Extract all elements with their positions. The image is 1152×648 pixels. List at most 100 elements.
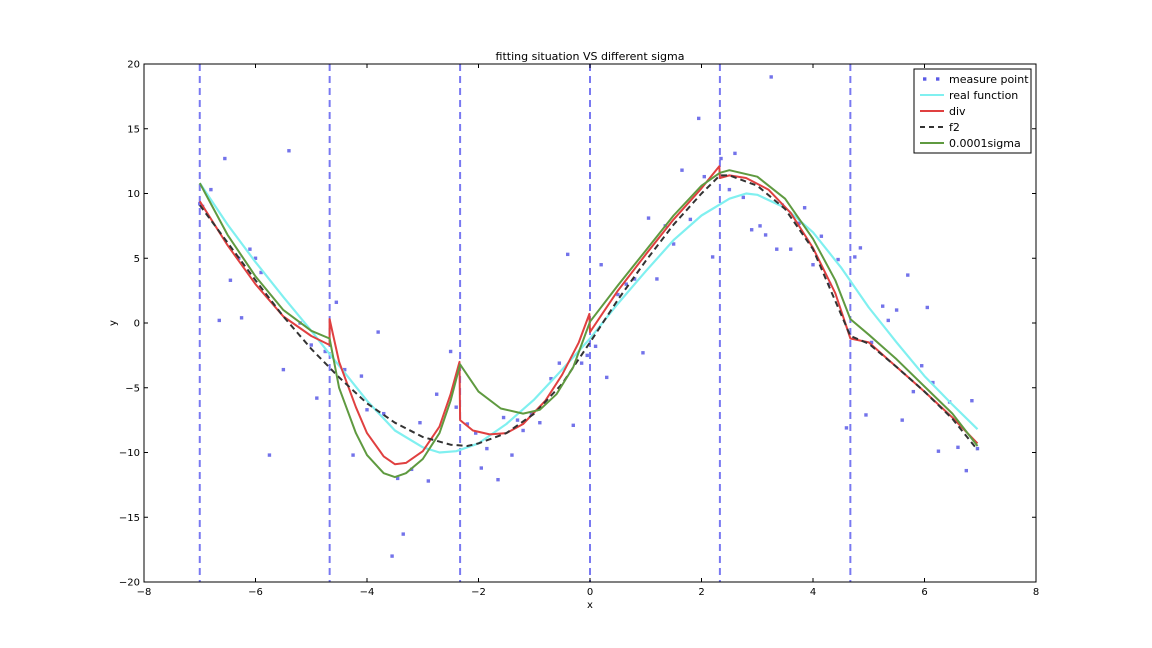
data-point xyxy=(911,389,916,394)
x-tick-label: −6 xyxy=(248,587,263,598)
data-point xyxy=(894,308,899,312)
x-tick-label: 0 xyxy=(587,587,593,598)
y-tick-label: −15 xyxy=(119,513,140,524)
data-point xyxy=(259,270,263,275)
data-point xyxy=(395,476,400,481)
data-point xyxy=(343,367,347,372)
data-point xyxy=(359,374,364,378)
data-point xyxy=(599,263,603,267)
data-point xyxy=(964,468,969,473)
data-point xyxy=(585,353,589,358)
legend-entry-real-function: real function xyxy=(920,89,1018,102)
data-point xyxy=(382,411,386,416)
data-point xyxy=(334,300,339,304)
y-tick-label: 5 xyxy=(134,254,140,265)
legend-entry-0-0001sigma: 0.0001sigma xyxy=(920,137,1021,150)
data-point xyxy=(315,396,319,400)
data-point xyxy=(925,305,929,310)
series-line-f2 xyxy=(198,174,979,451)
legend-entry-div: div xyxy=(920,105,966,118)
data-point xyxy=(474,431,478,435)
data-point xyxy=(351,453,355,457)
y-tick-label: 0 xyxy=(134,319,140,330)
data-point xyxy=(632,277,637,281)
data-point xyxy=(448,349,453,354)
data-point xyxy=(858,246,863,250)
data-point xyxy=(228,278,233,282)
legend-label: div xyxy=(949,105,966,118)
y-tick-label: 10 xyxy=(127,189,140,200)
data-point xyxy=(802,206,807,210)
data-point xyxy=(365,408,369,412)
data-point xyxy=(688,217,693,222)
data-point xyxy=(956,445,960,450)
x-tick-label: 6 xyxy=(921,587,927,598)
data-point xyxy=(616,292,620,297)
data-point xyxy=(566,252,570,257)
data-point xyxy=(287,149,291,153)
data-point xyxy=(390,554,394,558)
y-tick-label: −5 xyxy=(125,383,140,394)
data-point xyxy=(836,257,840,262)
chart-title: fitting situation VS different sigma xyxy=(496,50,685,63)
data-point xyxy=(571,423,575,428)
series-measure-point xyxy=(198,75,980,558)
data-point xyxy=(515,418,520,422)
data-point xyxy=(936,449,941,453)
x-tick-label: 2 xyxy=(698,587,704,598)
data-point xyxy=(789,247,793,251)
data-point xyxy=(521,428,525,433)
data-point xyxy=(853,255,857,259)
data-point xyxy=(671,242,676,246)
data-point xyxy=(605,375,609,380)
data-point xyxy=(710,255,715,259)
data-point xyxy=(819,234,824,238)
data-point xyxy=(579,361,584,365)
data-point xyxy=(864,413,868,417)
x-tick-label: −2 xyxy=(471,587,486,598)
legend-label: measure point xyxy=(949,73,1029,86)
series-f2 xyxy=(198,174,979,451)
x-tick-label: 8 xyxy=(1033,587,1039,598)
data-point xyxy=(323,349,327,354)
data-point xyxy=(641,351,645,355)
data-point xyxy=(479,466,483,470)
legend: measure point real function div f2 0.0001sig… xyxy=(913,68,1032,154)
data-point xyxy=(549,376,553,381)
data-point xyxy=(797,221,801,225)
legend-entry-f2: f2 xyxy=(920,121,960,134)
y-axis-label: y xyxy=(108,320,119,326)
data-point xyxy=(906,273,910,277)
series-real-function xyxy=(198,182,979,454)
data-point xyxy=(828,282,832,286)
data-point xyxy=(465,422,470,426)
legend-label: real function xyxy=(949,89,1018,102)
data-point xyxy=(769,75,773,79)
data-point xyxy=(248,247,252,251)
data-point xyxy=(454,405,458,409)
data-point xyxy=(697,116,701,121)
data-point xyxy=(844,426,849,430)
legend-marker xyxy=(923,77,927,81)
data-point xyxy=(763,233,768,237)
data-point xyxy=(267,453,272,457)
data-point xyxy=(510,453,514,457)
data-point xyxy=(702,174,706,179)
y-tick-label: 15 xyxy=(127,124,140,135)
data-point xyxy=(239,316,244,320)
data-point xyxy=(217,318,221,323)
data-point xyxy=(418,421,422,425)
data-point xyxy=(655,277,659,281)
x-tick-label: 4 xyxy=(810,587,816,598)
data-point xyxy=(733,151,737,156)
data-point xyxy=(529,411,534,416)
data-point xyxy=(538,421,542,425)
data-point xyxy=(501,415,506,420)
data-point xyxy=(727,187,732,192)
x-tick-label: −4 xyxy=(360,587,375,598)
data-point xyxy=(376,330,380,334)
legend-marker xyxy=(936,77,940,81)
data-point xyxy=(869,340,874,345)
data-point xyxy=(557,361,562,365)
